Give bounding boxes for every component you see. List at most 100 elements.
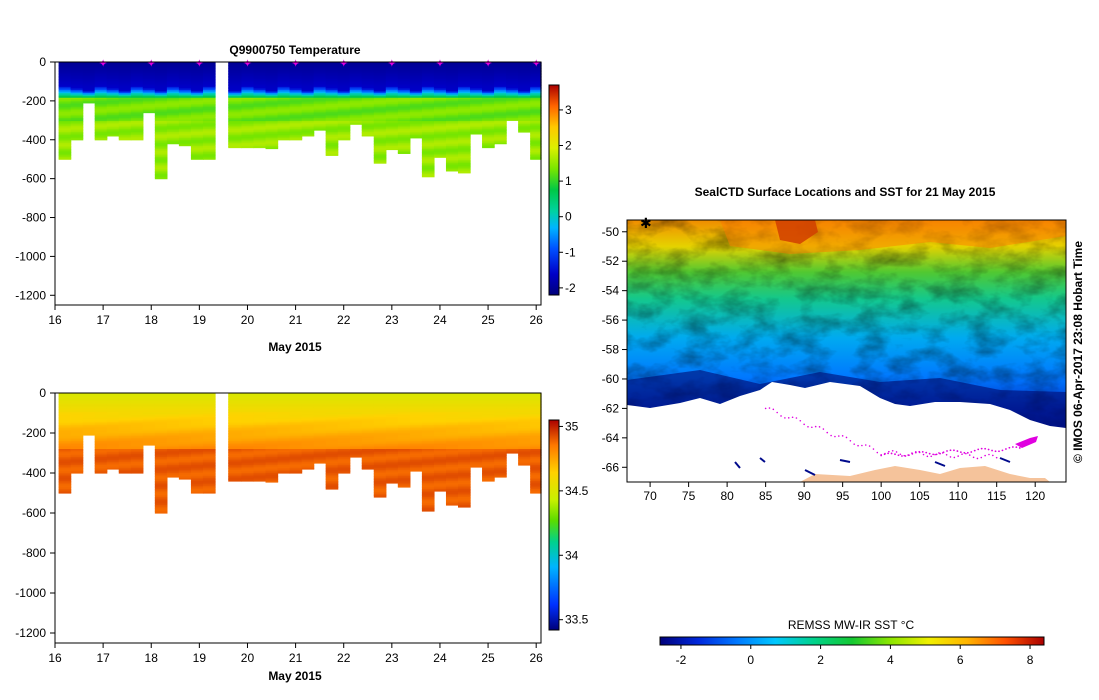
profile-cell bbox=[337, 89, 351, 93]
profile-cell bbox=[265, 415, 279, 418]
profile-cell bbox=[421, 482, 435, 485]
profile-cell bbox=[325, 442, 339, 445]
profile-cell bbox=[58, 481, 72, 484]
profile-cell bbox=[409, 466, 423, 469]
profile-cell bbox=[530, 86, 542, 90]
profile-cell bbox=[228, 135, 243, 138]
profile-cell bbox=[458, 147, 471, 150]
profile-cell bbox=[301, 466, 315, 469]
profile-cell bbox=[190, 97, 204, 100]
profile-cell bbox=[494, 108, 507, 111]
profile-cell bbox=[265, 397, 279, 400]
profile-cell bbox=[397, 145, 411, 149]
profile-cell bbox=[289, 461, 303, 464]
profile-cell bbox=[190, 409, 204, 412]
profile-cell bbox=[397, 397, 411, 400]
profile-cell bbox=[190, 68, 204, 71]
profile-cell bbox=[445, 153, 459, 156]
profile-cell bbox=[421, 410, 435, 413]
profile-cell bbox=[190, 149, 204, 152]
profile-cell bbox=[458, 76, 471, 79]
profile-cell bbox=[58, 433, 72, 436]
profile-cell bbox=[178, 410, 192, 413]
profile-cell bbox=[445, 156, 459, 160]
profile-cell bbox=[202, 147, 216, 150]
profile-cell bbox=[190, 156, 204, 160]
profile-cell bbox=[385, 434, 399, 437]
profile-cell bbox=[313, 79, 327, 82]
profile-cell bbox=[241, 144, 255, 147]
profile-cell bbox=[301, 83, 315, 86]
profile-cell bbox=[530, 450, 542, 453]
profile-cell bbox=[397, 436, 411, 439]
profile-cell bbox=[433, 138, 447, 141]
profile-cell bbox=[518, 401, 531, 404]
profile-cell bbox=[253, 449, 267, 452]
profile-cell bbox=[94, 96, 108, 99]
profile-cell bbox=[337, 441, 351, 444]
profile-cell bbox=[373, 468, 387, 471]
profile-cell bbox=[373, 122, 387, 125]
colorbar-tick-label: -1 bbox=[565, 245, 576, 259]
profile-cell bbox=[130, 133, 144, 136]
profile-cell bbox=[494, 77, 507, 80]
profile-cell bbox=[289, 471, 303, 474]
profile-cell bbox=[58, 150, 72, 153]
profile-cell bbox=[301, 397, 315, 400]
profile-cell bbox=[190, 429, 204, 432]
profile-cell bbox=[421, 497, 435, 500]
profile-cell bbox=[154, 121, 168, 124]
profile-cell bbox=[228, 463, 243, 466]
profile-cell bbox=[202, 473, 216, 476]
profile-cell bbox=[277, 128, 291, 132]
profile-cell bbox=[154, 80, 168, 83]
profile-cell bbox=[530, 131, 542, 135]
profile-cell bbox=[190, 147, 204, 150]
profile-cell bbox=[397, 69, 411, 72]
profile-cell bbox=[265, 450, 279, 453]
profile-cell bbox=[421, 119, 435, 122]
profile-cell bbox=[301, 463, 315, 466]
profile-cell bbox=[202, 402, 216, 405]
profile-cell bbox=[130, 402, 144, 405]
profile-cell bbox=[58, 445, 72, 448]
profile-cell bbox=[58, 111, 72, 114]
profile-cell bbox=[277, 119, 291, 122]
profile-cell bbox=[458, 164, 471, 167]
profile-cell bbox=[361, 80, 375, 83]
profile-cell bbox=[530, 80, 542, 83]
profile-cell bbox=[325, 412, 339, 415]
profile-cell bbox=[445, 130, 459, 133]
profile-cell bbox=[385, 429, 399, 432]
profile-cell bbox=[190, 100, 204, 104]
profile-cell bbox=[58, 492, 72, 494]
temperature-panel: Q9900750 Temperature ✦ ✦ ✦ ✦ ✦ ✦ ✦ ✦ ✦ ✦ 16 17 18 19… bbox=[15, 43, 576, 354]
profile-cell bbox=[178, 477, 192, 480]
profile-cell bbox=[202, 393, 216, 396]
profile-cell bbox=[265, 127, 279, 130]
profile-cell bbox=[421, 102, 435, 105]
profile-cell bbox=[82, 93, 96, 96]
profile-cell bbox=[118, 461, 132, 464]
profile-cell bbox=[94, 100, 108, 104]
profile-cell bbox=[154, 113, 168, 116]
profile-cell bbox=[154, 410, 168, 413]
profile-cell bbox=[301, 417, 315, 420]
profile-cell bbox=[385, 76, 399, 79]
profile-cell bbox=[409, 468, 423, 471]
profile-cell bbox=[154, 158, 168, 161]
profile-cell bbox=[373, 450, 387, 453]
profile-cell bbox=[277, 114, 291, 118]
profile-cell bbox=[470, 434, 483, 437]
profile-cell bbox=[228, 442, 243, 445]
profile-cell bbox=[166, 77, 180, 80]
profile-cell bbox=[70, 79, 84, 82]
profile-cell bbox=[361, 89, 375, 93]
profile-cell bbox=[241, 441, 255, 444]
profile-cell bbox=[337, 469, 351, 472]
track-point bbox=[934, 453, 936, 456]
x-tick-label: 25 bbox=[481, 651, 495, 665]
profile-cell bbox=[142, 102, 156, 105]
profile-cell bbox=[458, 487, 471, 490]
profile-cell bbox=[482, 63, 495, 66]
